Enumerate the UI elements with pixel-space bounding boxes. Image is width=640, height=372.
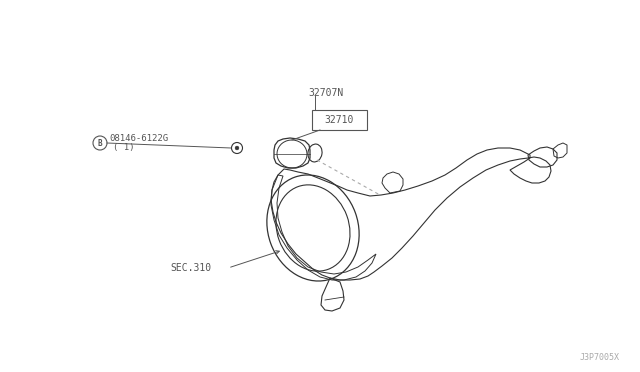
Text: 08146-6122G: 08146-6122G bbox=[109, 134, 168, 143]
Text: B: B bbox=[98, 138, 102, 148]
Circle shape bbox=[236, 146, 239, 150]
Text: 32707N: 32707N bbox=[308, 88, 343, 98]
Bar bbox=[312, 110, 367, 130]
Text: J3P7005X: J3P7005X bbox=[580, 353, 620, 362]
Text: ( 1): ( 1) bbox=[113, 143, 134, 152]
Text: SEC.310: SEC.310 bbox=[170, 263, 211, 273]
Text: 32710: 32710 bbox=[324, 115, 354, 125]
